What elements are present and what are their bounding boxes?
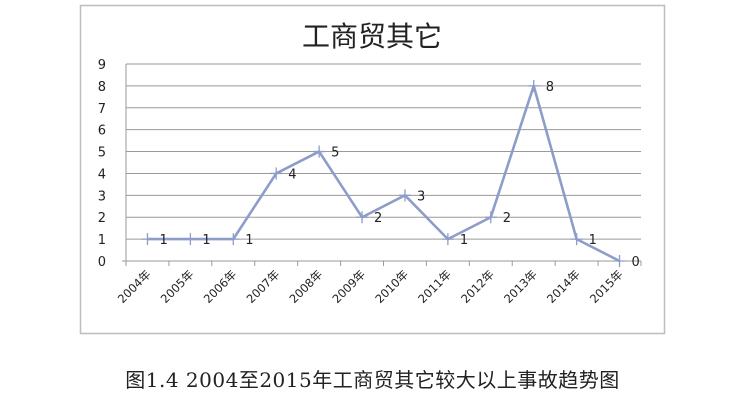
data-label: 1 bbox=[245, 233, 253, 248]
data-point-marker bbox=[398, 189, 411, 202]
data-label: 0 bbox=[632, 255, 640, 270]
figure-caption: 图1.4 2004至2015年工商贸其它较大以上事故趋势图 bbox=[125, 368, 620, 392]
data-point-marker bbox=[184, 233, 197, 246]
data-point-marker bbox=[570, 233, 583, 246]
y-tick-label: 2 bbox=[98, 211, 106, 226]
y-tick-label: 4 bbox=[98, 167, 106, 182]
data-point-marker bbox=[313, 145, 326, 158]
data-point-marker bbox=[141, 233, 154, 246]
data-point-marker bbox=[441, 233, 454, 246]
y-tick-label: 1 bbox=[98, 233, 106, 248]
data-label: 5 bbox=[331, 146, 339, 161]
data-point-marker bbox=[613, 255, 626, 267]
chart-frame bbox=[79, 4, 666, 335]
data-label: 1 bbox=[202, 233, 210, 248]
chart-title: 工商贸其它 bbox=[302, 20, 442, 53]
data-point-marker bbox=[484, 211, 497, 224]
y-tick-label: 3 bbox=[98, 189, 106, 204]
data-label: 2 bbox=[503, 211, 511, 226]
data-label: 4 bbox=[288, 167, 296, 182]
y-tick-label: 6 bbox=[98, 124, 106, 139]
data-label: 3 bbox=[417, 189, 425, 204]
y-tick-label: 5 bbox=[98, 146, 106, 161]
data-label: 1 bbox=[159, 233, 167, 248]
data-point-marker bbox=[527, 79, 540, 92]
data-point-marker bbox=[227, 233, 240, 246]
y-tick-label: 0 bbox=[98, 255, 106, 270]
y-tick-label: 8 bbox=[98, 80, 106, 95]
data-label: 1 bbox=[589, 233, 597, 248]
data-label: 8 bbox=[546, 80, 554, 95]
data-label: 2 bbox=[374, 211, 382, 226]
data-point-marker bbox=[356, 211, 369, 224]
y-tick-label: 9 bbox=[98, 58, 106, 73]
y-tick-label: 7 bbox=[98, 102, 106, 117]
data-label: 1 bbox=[460, 233, 468, 248]
data-point-marker bbox=[270, 167, 283, 180]
series-line bbox=[147, 84, 621, 263]
